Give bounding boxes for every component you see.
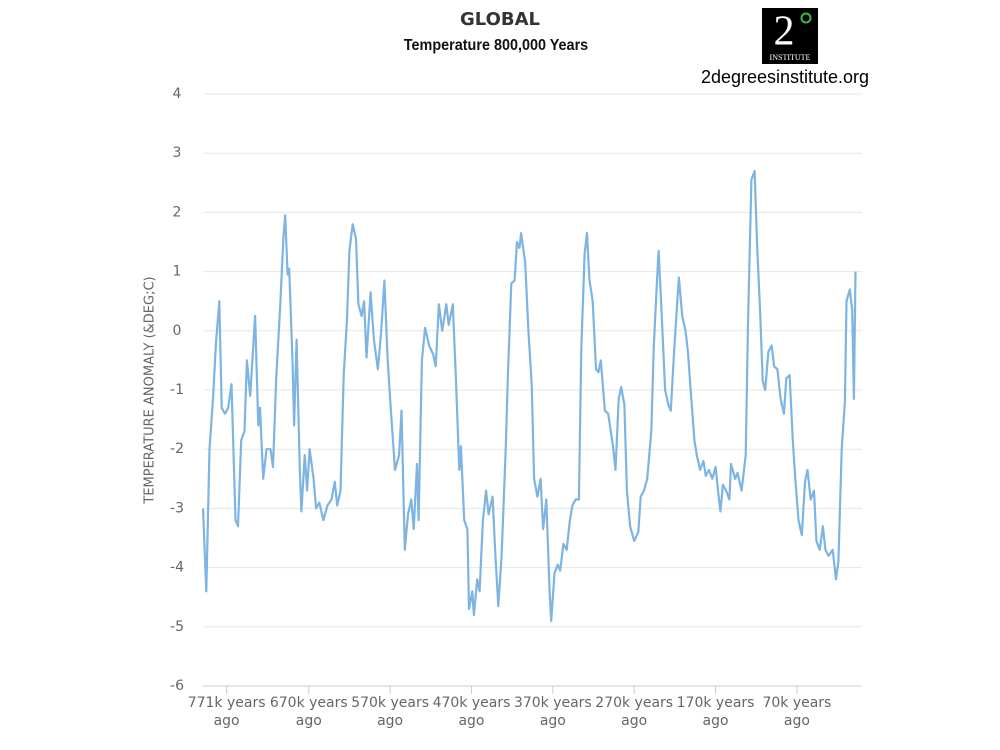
x-tick-label: 470k years ago [432,695,511,729]
x-tick-label: 370k years ago [513,695,592,729]
data-line [201,169,857,622]
logo-box [762,8,818,64]
x-tick-label: 70k years ago [762,695,832,729]
y-tick-label: 3 [173,145,182,161]
y-tick-label: -4 [170,560,184,576]
x-tick-label: 270k years ago [595,695,674,729]
x-tick-label: 570k years ago [351,695,430,729]
logo-text: INSTITUTE [770,53,811,62]
y-tick-label: -5 [170,619,184,635]
chart-subtitle: Temperature 800,000 Years [404,37,588,55]
logo-degree [800,12,812,24]
logo-number: 2 [774,9,795,55]
x-tick-label: 170k years ago [676,695,755,729]
x-tick-label: 670k years ago [269,695,348,729]
y-tick-label: 4 [173,86,182,102]
chart-title: GLOBAL [460,9,540,30]
x-tick-label: 771k years ago [187,695,266,729]
y-tick-label: 1 [173,264,182,280]
y-axis-label: TEMPERATURE ANOMALY (&DEG;C) [143,276,158,504]
y-tick-label: -3 [170,500,184,516]
y-tick-label: -2 [170,441,184,457]
y-tick-label: 2 [173,204,182,220]
website: 2degreesinstitute.org [701,67,869,87]
y-tick-label: -6 [170,678,184,694]
y-tick-label: -1 [170,382,184,398]
y-tick-label: 0 [173,323,182,339]
